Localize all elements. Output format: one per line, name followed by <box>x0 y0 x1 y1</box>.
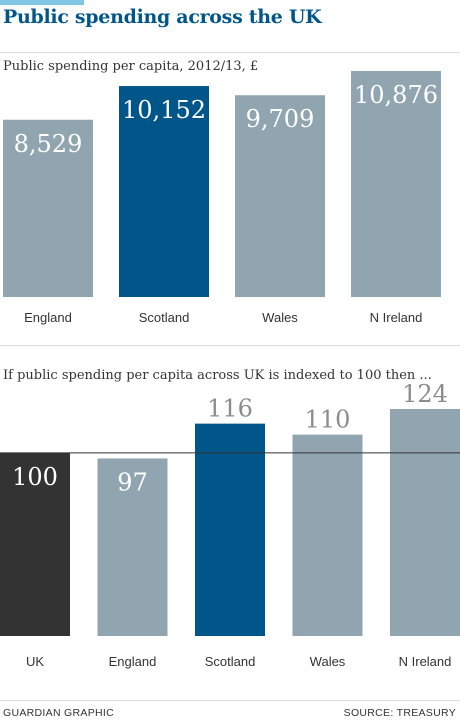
section-divider <box>0 345 460 346</box>
spending-per-capita-chart: 8,529 England 10,152 Scotland 9,709 Wales 10,8… <box>3 71 441 325</box>
value-label-scotland: 116 <box>207 395 253 423</box>
category-label-england: England <box>24 310 72 325</box>
bar-wales <box>292 434 363 636</box>
page-title: Public spending across the UK <box>3 6 322 28</box>
bar-scotland <box>119 86 209 298</box>
category-label-england: England <box>109 654 157 669</box>
value-label-scotland: 10,152 <box>122 96 206 124</box>
footer-divider <box>0 700 460 701</box>
value-label-uk: 100 <box>12 463 58 491</box>
category-label-n-ireland: N Ireland <box>399 654 452 669</box>
accent-bar <box>0 0 84 5</box>
title-divider <box>0 52 460 53</box>
value-label-england: 97 <box>117 468 148 496</box>
category-label-scotland: Scotland <box>139 310 190 325</box>
category-label-wales: Wales <box>262 310 298 325</box>
chart-1-title: Public spending per capita, 2012/13, £ <box>3 59 259 74</box>
value-label-england: 8,529 <box>14 130 83 158</box>
bar-n-ireland <box>351 71 441 297</box>
bar-wales <box>235 95 325 297</box>
category-label-wales: Wales <box>310 654 346 669</box>
indexed-spending-chart: 100 UK 97 England 116 Scotland 110 Wales 124 N Ir… <box>0 380 460 669</box>
bar-england <box>97 458 168 636</box>
footer-source: SOURCE: TREASURY <box>343 707 456 719</box>
bar-england <box>3 119 93 297</box>
category-label-n-ireland: N Ireland <box>370 310 423 325</box>
bar-uk <box>0 452 70 636</box>
footer-credit: GUARDIAN GRAPHIC <box>3 707 114 719</box>
value-label-wales: 9,709 <box>246 105 315 133</box>
category-label-scotland: Scotland <box>205 654 256 669</box>
value-label-n-ireland: 124 <box>402 380 448 408</box>
bar-scotland <box>195 423 265 636</box>
value-label-n-ireland: 10,876 <box>354 81 438 109</box>
category-label-uk: UK <box>26 654 44 669</box>
chart-2-title: If public spending per capita across UK … <box>3 368 432 383</box>
bar-n-ireland <box>390 409 460 636</box>
value-label-wales: 110 <box>305 406 351 434</box>
